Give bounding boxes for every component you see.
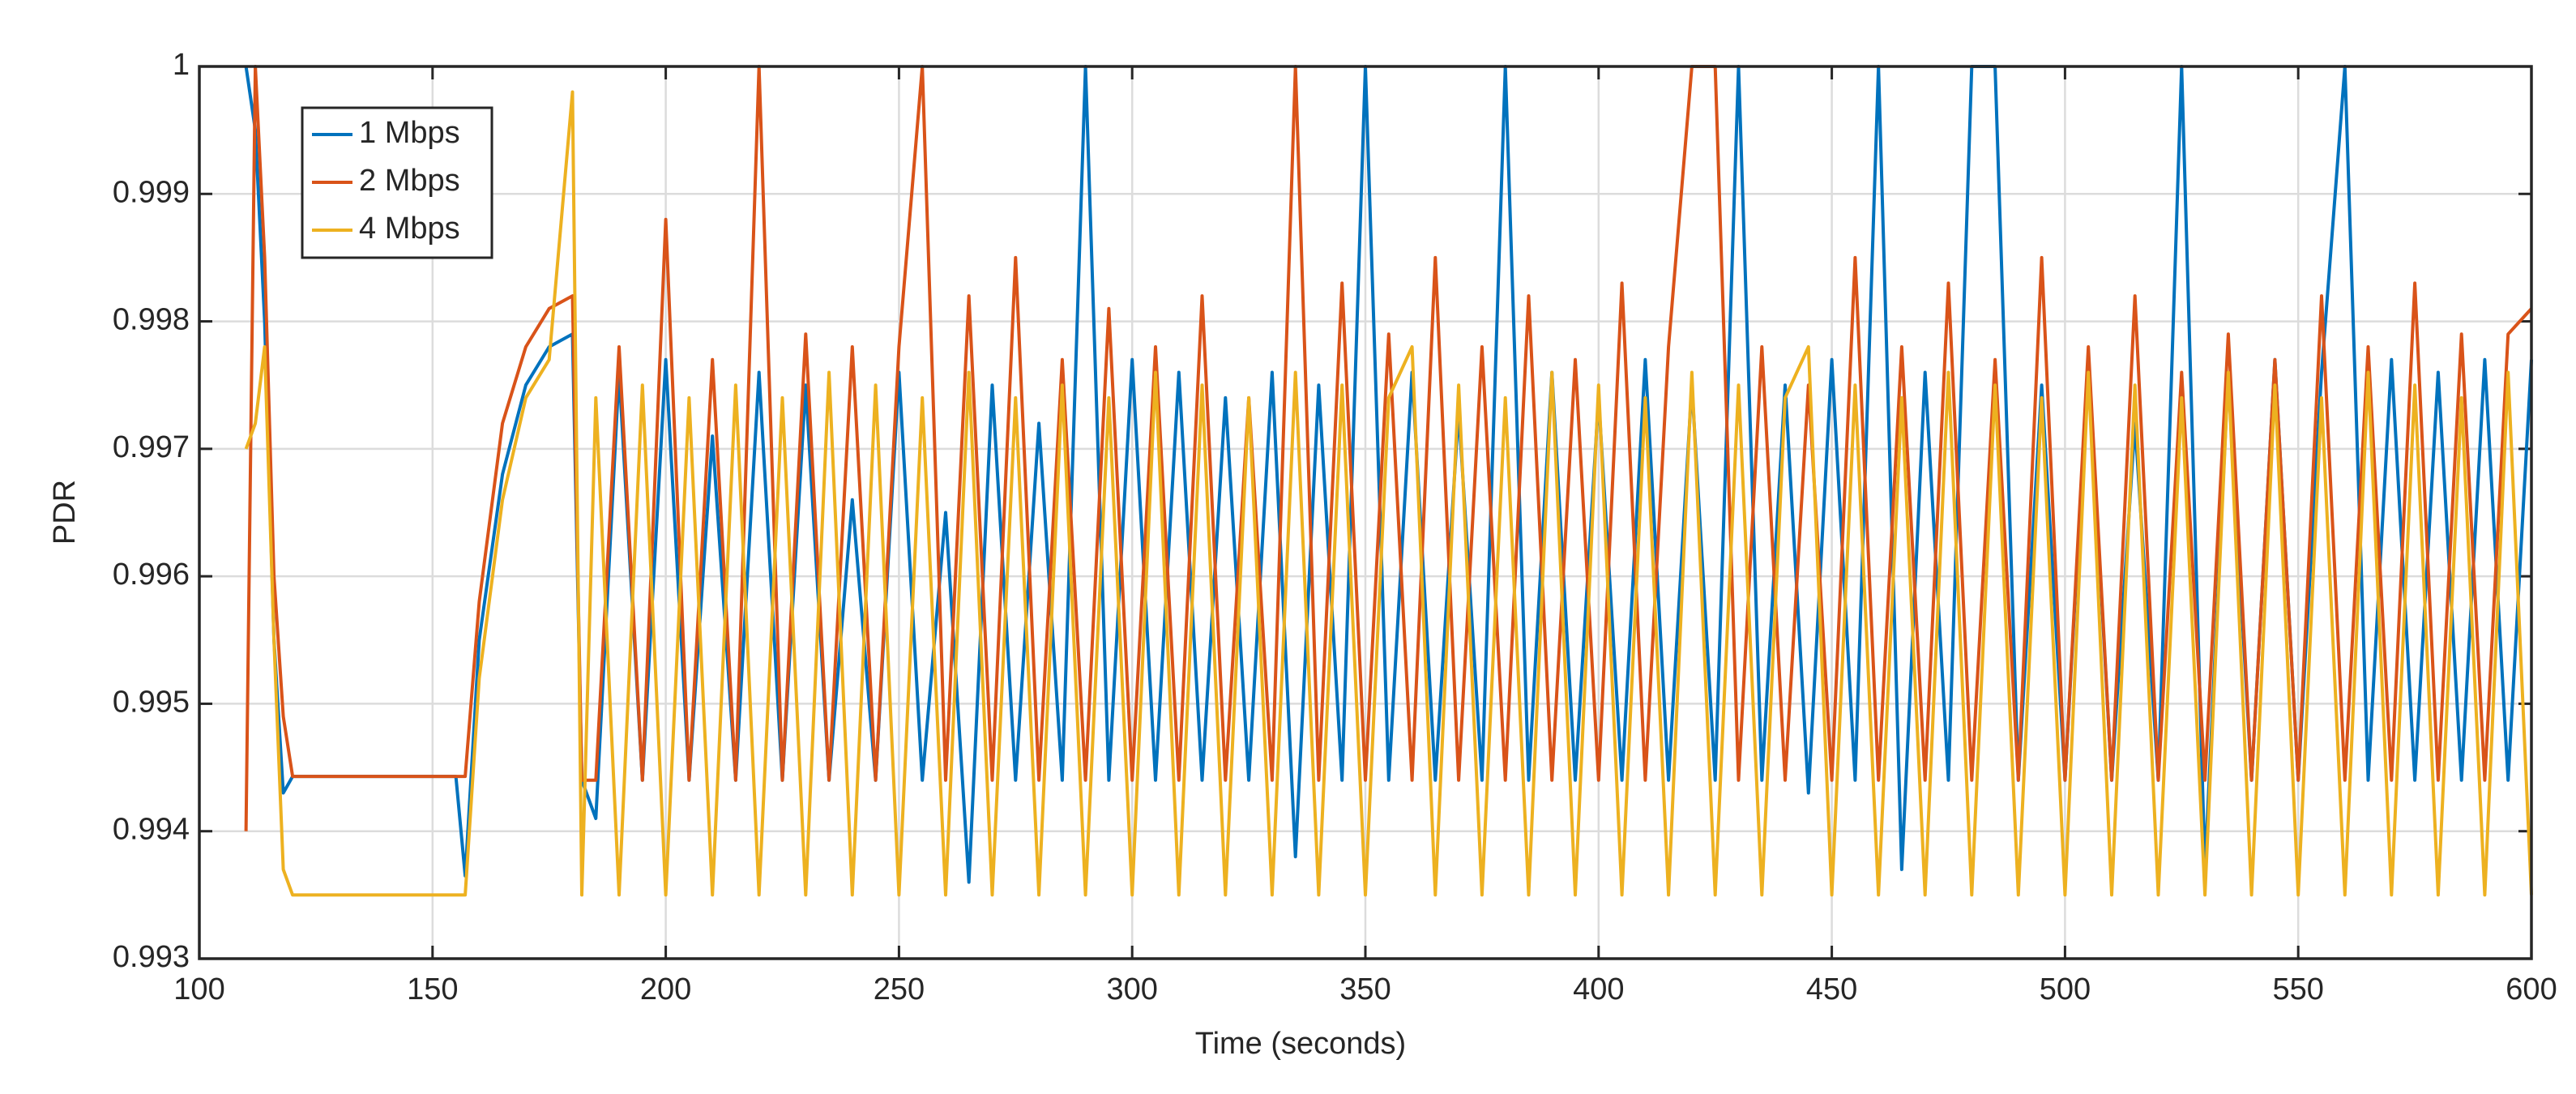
y-axis-label: PDR [48, 480, 82, 545]
data-line [244, 90, 2533, 897]
legend-label: 4 Mbps [359, 212, 460, 246]
plot-frame [198, 65, 2533, 960]
y-tick-label: 1 [173, 48, 190, 82]
y-tick-label: 0.997 [113, 430, 190, 464]
x-tick-label: 250 [874, 972, 925, 1006]
y-tick-label: 0.993 [113, 940, 190, 974]
x-axis-label: Time (seconds) [1195, 1027, 1406, 1061]
y-tick-label: 0.998 [113, 303, 190, 337]
x-tick-label: 150 [407, 972, 458, 1006]
x-tick-label: 400 [1573, 972, 1624, 1006]
y-tick-label: 0.996 [113, 558, 190, 592]
y-tick-label: 0.999 [113, 175, 190, 209]
x-tick-label: 350 [1339, 972, 1391, 1006]
x-tick-label: 500 [2040, 972, 2091, 1006]
legend-label: 1 Mbps [359, 116, 460, 150]
y-tick-label: 0.994 [113, 813, 190, 847]
x-tick-label: 600 [2506, 972, 2557, 1006]
x-tick-label: 200 [640, 972, 691, 1006]
x-tick-label: 550 [2272, 972, 2323, 1006]
x-tick-label: 300 [1106, 972, 1157, 1006]
x-tick-label: 100 [173, 972, 224, 1006]
x-tick-label: 450 [1806, 972, 1857, 1006]
legend-label: 2 Mbps [359, 164, 460, 198]
y-tick-label: 0.995 [113, 685, 190, 719]
